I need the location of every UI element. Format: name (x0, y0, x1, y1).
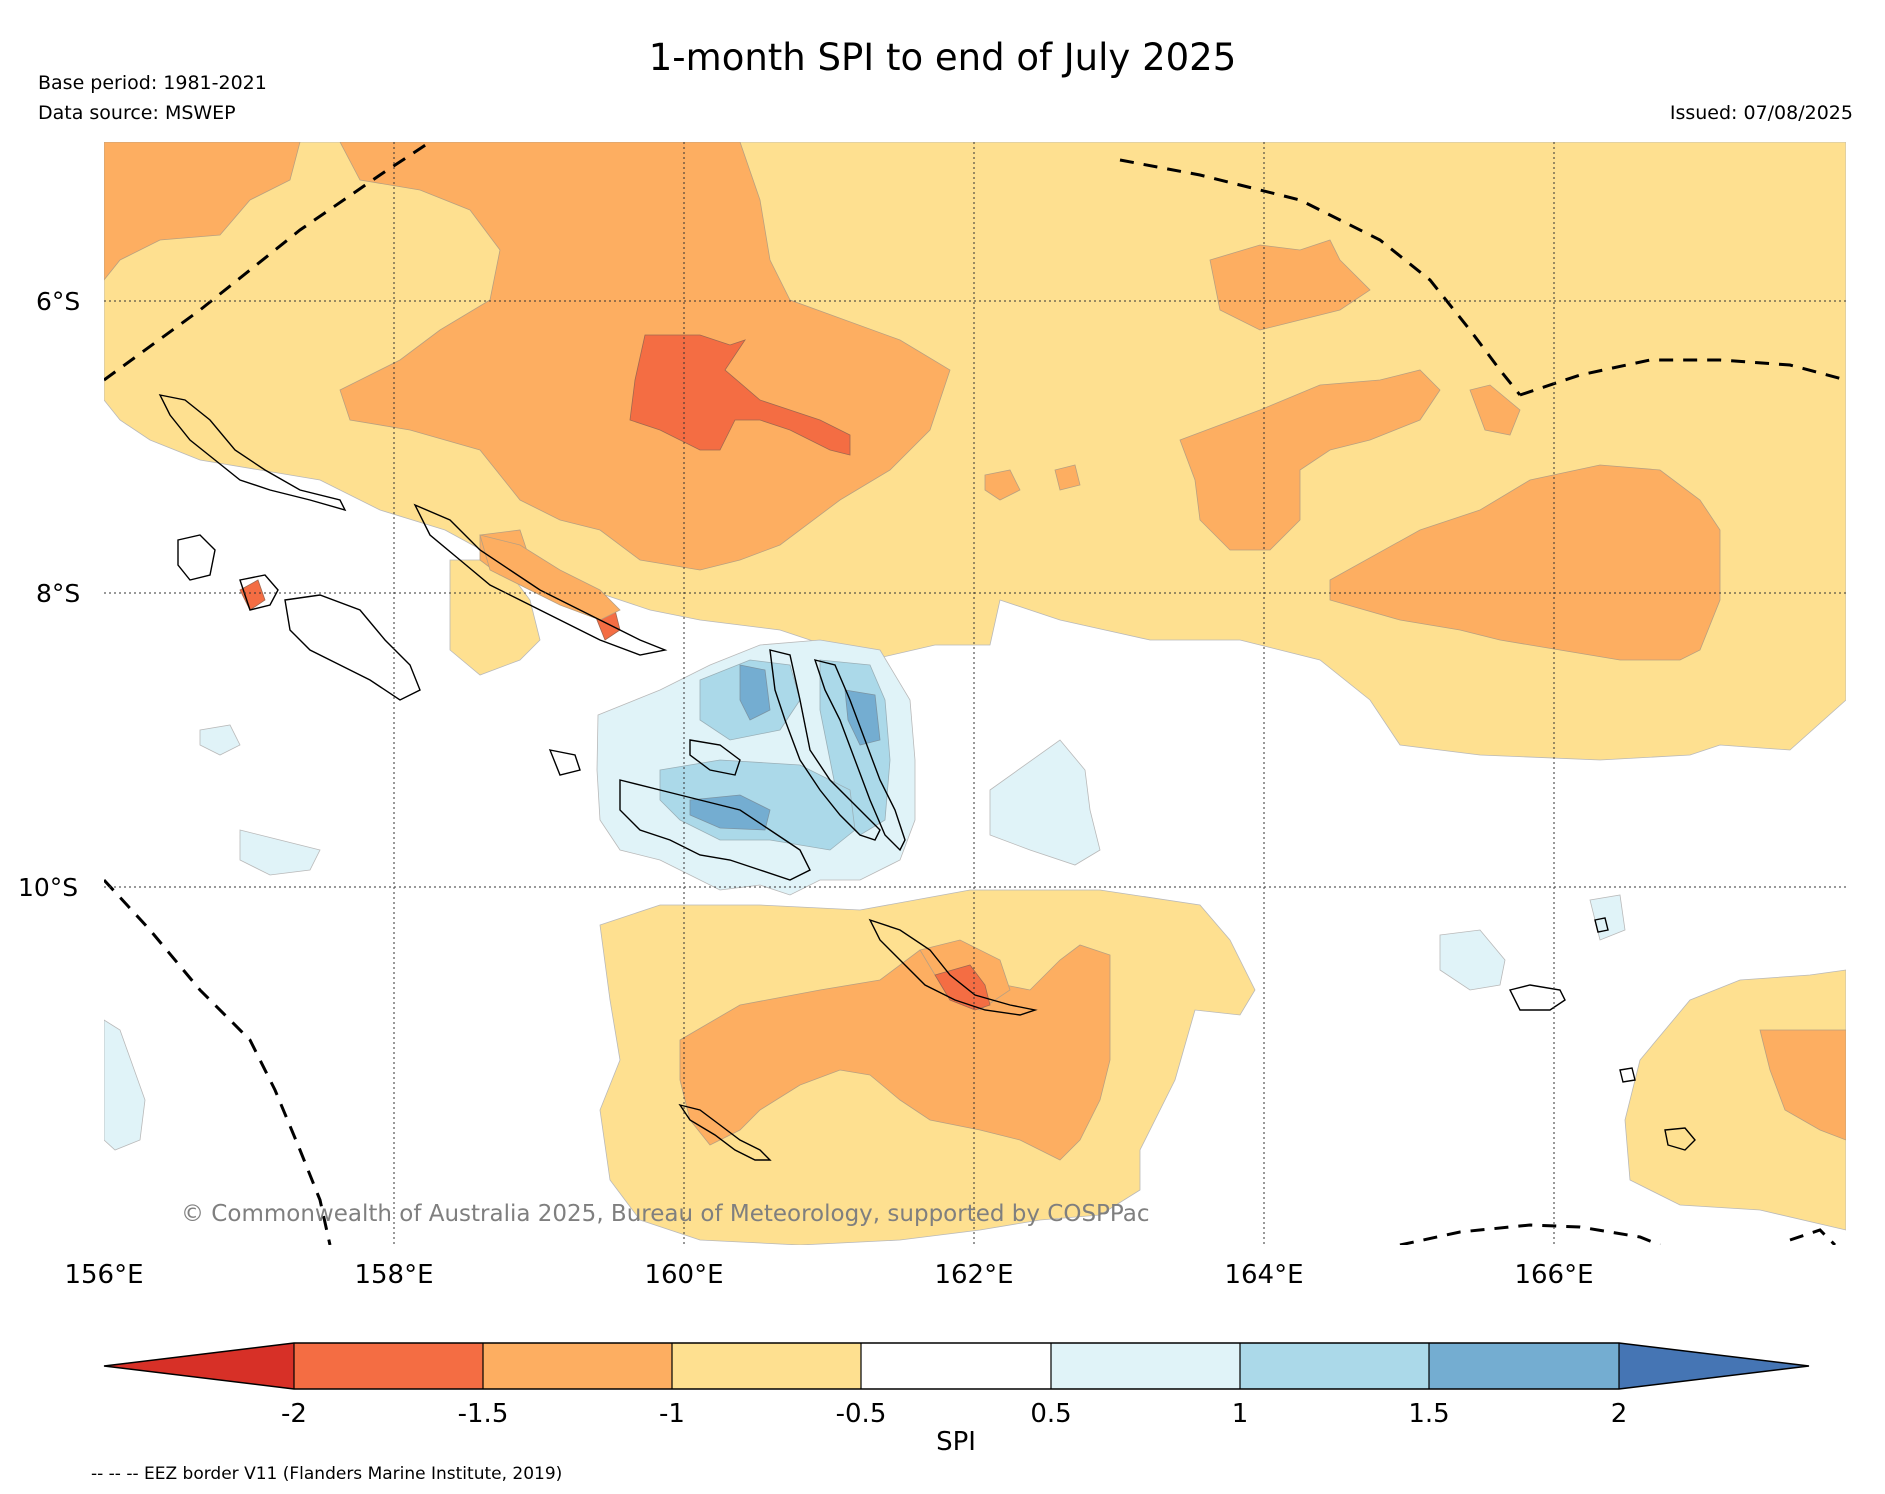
lon-label-164e: 164°E (1224, 1260, 1303, 1290)
colorbar-extend-low (104, 1343, 294, 1389)
lat-label-10s: 10°S (18, 873, 78, 902)
colorbar-tick: -1 (659, 1399, 685, 1429)
lon-label-166e: 166°E (1514, 1260, 1593, 1290)
lon-label-160e: 160°E (644, 1260, 723, 1290)
lon-label-156e: 156°E (64, 1260, 143, 1290)
colorbar-bin (861, 1343, 1051, 1389)
eez-legend-note: -- -- -- EEZ border V11 (Flanders Marine… (91, 1464, 563, 1484)
colorbar-bin (294, 1343, 483, 1389)
base-period: Base period: 1981-2021 (38, 72, 267, 94)
copyright-notice: © Commonwealth of Australia 2025, Bureau… (181, 1201, 1150, 1227)
colorbar-tick: 1 (1232, 1399, 1249, 1429)
colorbar-label: SPI (936, 1427, 976, 1457)
colorbar-extend-high (1619, 1343, 1809, 1389)
coastlines (158, 394, 1696, 1161)
eez-borders (104, 142, 1846, 1245)
colorbar-tick: 0.5 (1030, 1399, 1071, 1429)
lon-label-162e: 162°E (934, 1260, 1013, 1290)
colorbar-tick: 2 (1611, 1399, 1628, 1429)
colorbar-tick: -2 (281, 1399, 307, 1429)
map-title: 1-month SPI to end of July 2025 (648, 36, 1237, 79)
colorbar-bin (1240, 1343, 1429, 1389)
lon-label-158e: 158°E (354, 1260, 433, 1290)
colorbar-bin (672, 1343, 861, 1389)
colorbar-bin (1429, 1343, 1619, 1389)
colorbar-bin (1051, 1343, 1240, 1389)
data-source: Data source: MSWEP (38, 102, 236, 124)
lat-label-6s: 6°S (36, 287, 80, 316)
issued-date: Issued: 07/08/2025 (1669, 102, 1853, 124)
colorbar-tick: -0.5 (836, 1399, 887, 1429)
colorbar-tick: 1.5 (1408, 1399, 1449, 1429)
gridlines (104, 142, 1846, 1245)
colorbar: -2 -1.5 -1 -0.5 0.5 1 1.5 2 SPI (103, 1342, 1810, 1457)
colorbar-bin (483, 1343, 672, 1389)
lat-label-8s: 8°S (36, 579, 80, 608)
colorbar-tick: -1.5 (458, 1399, 509, 1429)
spi-contours (104, 142, 1846, 1245)
